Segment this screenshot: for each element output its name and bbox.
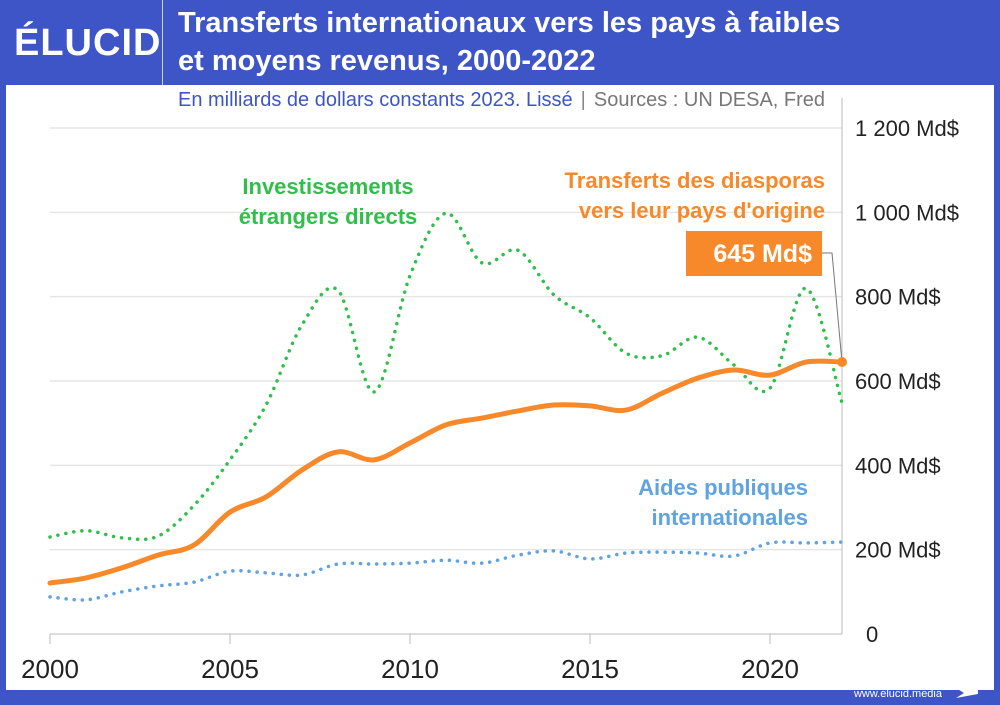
title-line-2: et moyens revenus, 2000-2022 [178,45,596,77]
series-label: internationales [652,505,808,530]
y-tick-label: 400 Md$ [855,453,941,478]
x-tick-label: 2020 [741,654,799,684]
sources-text: Sources : UN DESA, Fred [593,89,826,111]
value-badge [686,231,822,276]
y-tick-label: 800 Md$ [855,285,941,310]
y-tick-label: 600 Md$ [855,369,941,394]
series-label: Transferts des diasporas [565,168,825,193]
subtitle-text: En milliards de dollars constants 2023. … [178,89,573,111]
series-line-remittances [47,358,845,586]
series-label: Aides publiques [638,475,808,500]
value-badge-label: 645 Md$ [713,240,812,268]
y-tick-label: 200 Md$ [855,538,941,563]
series-label: vers leur pays d'origine [579,198,825,223]
chart-title: Transferts internationaux vers les pays … [178,4,840,80]
y-tick-label: 0 [866,622,878,647]
subtitle-separator: | [580,89,586,111]
x-tick-label: 2015 [561,654,619,684]
footer-url[interactable]: www.elucid.media [853,688,942,700]
x-tick-label: 2000 [21,654,79,684]
y-tick-label: 1 200 Md$ [855,116,959,141]
logo-divider [162,0,163,85]
elucid-logo: ÉLUCID [14,22,162,64]
y-tick-label: 1 000 Md$ [855,200,959,225]
series-label: étrangers directs [239,204,418,229]
series-label: Investissements [242,174,413,199]
annotation-leader [822,252,843,363]
x-tick-label: 2010 [381,654,439,684]
chart-panel [6,85,994,690]
chart-subtitle: En milliards de dollars constants 2023. … [178,89,825,112]
elucid-mark-icon [956,684,978,698]
x-tick-label: 2005 [201,654,259,684]
title-line-1: Transferts internationaux vers les pays … [178,7,841,39]
endpoint-marker [837,357,847,368]
header-band: ÉLUCID Transferts internationaux vers le… [0,0,1000,85]
